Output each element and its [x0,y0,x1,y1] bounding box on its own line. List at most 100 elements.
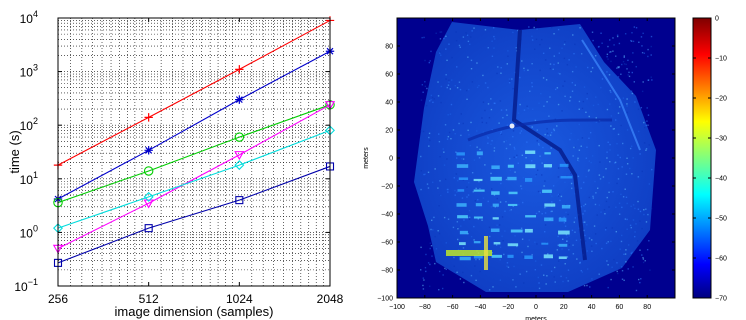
speckle-dot [561,248,563,250]
speckle-dot [521,251,523,254]
speckle-dot [489,235,491,238]
speckle-dot [641,227,643,230]
speckle-dot [563,216,565,218]
speckle-dot [639,220,641,222]
y-tick-label: 60 [385,72,393,79]
speckle-dot [577,159,579,161]
speckle-dot [607,241,609,243]
speckle-dot [630,145,633,148]
speckle-dot [571,229,574,232]
speckle-dot [484,29,487,31]
speckle-dot [645,148,648,150]
speckle-dot [531,160,533,162]
speckle-dot [611,266,613,268]
speckle-dot [621,166,623,168]
speckle-dot [616,34,619,36]
speckle-dot [440,41,443,43]
speckle-dot [427,171,430,174]
speckle-dot [500,131,502,133]
speckle-dot [572,253,575,255]
speckle-dot [494,206,496,208]
y-tick-label: 80 [385,44,393,51]
speckle-dot [459,46,461,49]
speckle-dot [596,214,598,216]
speckle-dot [445,48,447,50]
speckle-dot [600,211,602,213]
speckle-dot [481,219,483,221]
speckle-dot [601,78,604,80]
speckle-dot [512,31,514,34]
x-tick-label: 256 [48,292,68,306]
speckle-dot [487,142,489,144]
speckle-dot [522,229,524,231]
speckle-dot [553,33,555,35]
speckle-dot [585,175,587,178]
y-tick-label: 103 [20,63,38,80]
speckle-dot [626,157,628,159]
speckle-dot [505,200,507,203]
x-tick-label: −100 [389,304,405,311]
speckle-dot [549,193,552,195]
speckle-dot [445,242,447,244]
speckle-dot [647,55,649,58]
speckle-dot [492,286,494,288]
speckle-dot [428,132,431,135]
sar-x-axis-label: meters [525,316,547,320]
speckle-dot [460,113,462,115]
speckle-dot [647,79,650,81]
speckle-dot [605,168,607,170]
x-tick-label: −60 [447,304,459,311]
speckle-dot [599,178,602,180]
speckle-dot [599,161,601,163]
speckle-dot [429,60,431,62]
speckle-dot [460,134,462,137]
speckle-dot [473,27,475,29]
speckle-dot [559,73,561,75]
speckle-dot [632,204,635,206]
data-point [234,160,245,171]
speckle-dot [514,148,516,150]
speckle-dot [558,52,561,54]
speckle-dot [475,279,477,282]
speckle-dot [614,119,617,121]
building-return [507,176,517,181]
speckle-dot [546,275,548,277]
speckle-dot [553,266,556,269]
speckle-dot [495,244,498,246]
speckle-dot [639,281,641,284]
speckle-dot [536,129,538,131]
speckle-dot [539,155,541,157]
speckle-dot [550,131,553,134]
speckle-dot [606,71,608,73]
speckle-dot [528,239,530,241]
speckle-dot [500,66,502,69]
speckle-dot [603,208,606,211]
speckle-dot [509,169,511,171]
speckle-dot [509,80,511,82]
y-tick-label: −100 [377,296,393,303]
speckle-dot [521,201,524,204]
speckle-dot [553,276,555,278]
speckle-dot [456,191,458,193]
speckle-dot [538,287,541,290]
speckle-dot [457,249,460,251]
speckle-dot [625,63,627,66]
speckle-dot [617,272,619,275]
x-tick-label: −40 [474,304,486,311]
speckle-dot [626,129,629,131]
speckle-dot [586,268,589,270]
speckle-dot [625,173,628,175]
speckle-dot [578,160,580,163]
speckle-dot [429,100,431,102]
speckle-dot [628,75,631,78]
speckle-dot [534,268,537,271]
timing-series [52,16,336,267]
x-tick-label: 2048 [317,292,344,306]
speckle-dot [479,187,481,190]
speckle-dot [562,280,564,283]
speckle-dot [512,135,514,138]
speckle-dot [513,146,516,149]
speckle-dot [586,66,589,69]
speckle-dot [595,117,597,119]
x-tick-label: 0 [534,304,538,311]
